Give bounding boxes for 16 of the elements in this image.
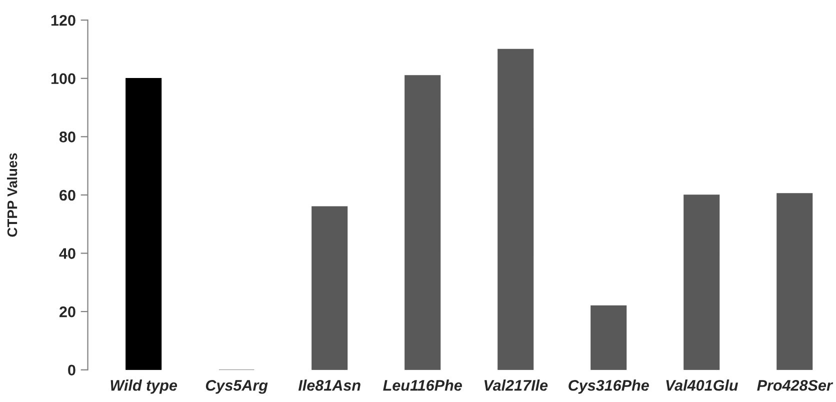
x-tick-label: Cys316Phe [568,380,649,394]
y-tick-label: 20 [60,306,76,318]
x-tick-label: Leu116Phe [383,380,462,391]
y-tick-label: 100 [51,73,76,84]
x-tick-label: Val217Ile [484,380,548,391]
x-tick-label: Pro428Ser [757,380,834,391]
x-tick-label: Ile81Asn [298,380,360,391]
y-tick-label: 120 [51,14,76,26]
y-tick-label: 0 [68,364,76,376]
x-tick-label: Val401Glu [666,380,738,391]
x-tick-label: Cys5Arg [206,380,268,394]
y-tick-label: 60 [60,190,76,201]
y-tick-label: 40 [59,248,76,259]
x-tick-label: Wild type [110,380,178,394]
y-tick-label: 80 [59,132,76,142]
y-axis-title: CTPP Values [6,153,18,237]
